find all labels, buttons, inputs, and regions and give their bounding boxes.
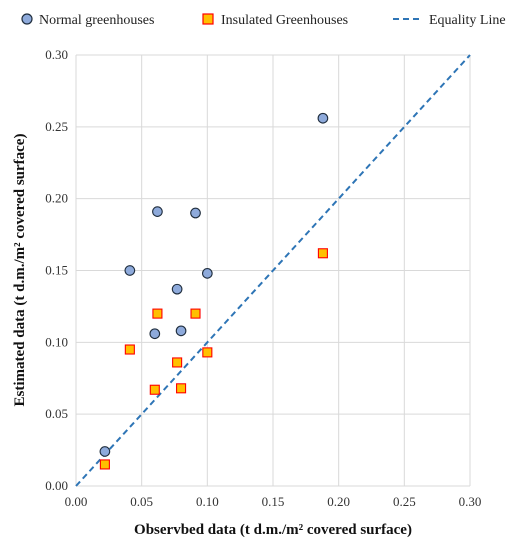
insulated-greenhouse-point xyxy=(99,459,110,470)
y-tick-label: 0.10 xyxy=(45,334,68,349)
x-tick-label: 0.00 xyxy=(65,494,88,509)
x-tick-label: 0.10 xyxy=(196,494,219,509)
y-tick-label: 0.15 xyxy=(45,263,68,278)
insulated-greenhouse-point xyxy=(202,347,213,358)
insulated-greenhouse-point xyxy=(152,308,163,319)
y-tick-label: 0.20 xyxy=(45,191,68,206)
legend-label-equality: Equality Line xyxy=(429,13,506,28)
legend-label-insulated: Insulated Greenhouses xyxy=(221,13,348,28)
normal-greenhouse-point xyxy=(149,328,161,340)
x-tick-label: 0.25 xyxy=(393,494,416,509)
x-tick-label: 0.15 xyxy=(262,494,285,509)
insulated-greenhouse-point xyxy=(172,357,183,368)
normal-greenhouse-point xyxy=(171,283,183,295)
equality-line xyxy=(75,54,471,487)
y-tick-label: 0.30 xyxy=(45,47,68,62)
x-axis-title: Observbed data (t d.m./m² covered surfac… xyxy=(134,522,412,538)
y-tick-label: 0.25 xyxy=(45,119,68,134)
x-tick-label: 0.20 xyxy=(327,494,350,509)
y-tick-label: 0.05 xyxy=(45,406,68,421)
insulated-greenhouse-point xyxy=(124,344,135,355)
legend-marker-normal xyxy=(21,13,33,25)
normal-greenhouse-point xyxy=(99,446,111,457)
y-tick-label: 0.00 xyxy=(45,478,68,493)
insulated-greenhouse-point xyxy=(176,383,187,394)
normal-greenhouse-point xyxy=(317,112,329,124)
x-tick-label: 0.05 xyxy=(130,494,153,509)
y-axis-title: Estimated data (t d.m./m² covered surfac… xyxy=(12,134,28,407)
legend-marker-insulated xyxy=(202,13,214,25)
tick-labels: 0.00 0.05 0.10 0.15 0.20 0.25 0.30 0.00 0.05 0.10… xyxy=(45,47,481,509)
normal-greenhouse-point xyxy=(201,268,213,279)
insulated-greenhouse-point xyxy=(190,308,201,319)
insulated-greenhouse-point xyxy=(317,248,328,259)
normal-greenhouse-point xyxy=(175,325,187,337)
x-tick-label: 0.30 xyxy=(459,494,482,509)
insulated-greenhouse-point xyxy=(149,384,160,395)
normal-greenhouse-point xyxy=(124,265,136,276)
normal-greenhouse-point xyxy=(152,206,163,217)
legend: Normal greenhouses Insulated Greenhouses… xyxy=(21,13,506,28)
normal-greenhouse-point xyxy=(190,207,201,219)
legend-label-normal: Normal greenhouses xyxy=(39,13,154,28)
data-series xyxy=(75,54,471,487)
